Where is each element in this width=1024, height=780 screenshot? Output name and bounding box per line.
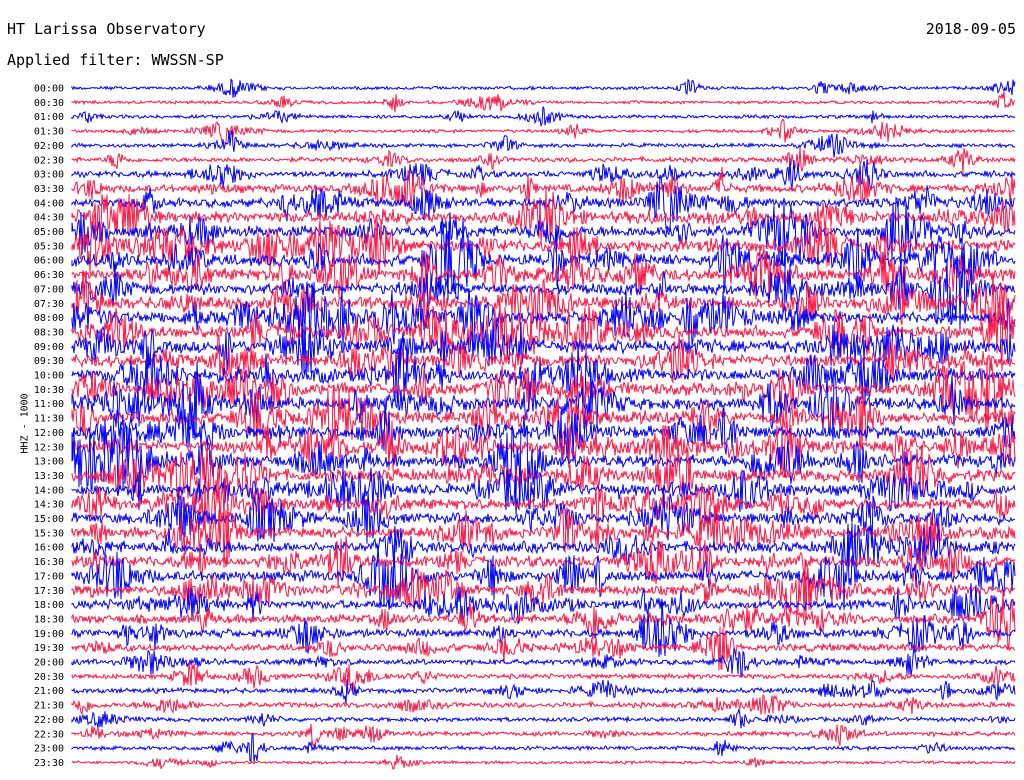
time-tick-label: 11:00 [34, 399, 64, 410]
time-tick-labels: 00:00 00:30 01:00 01:30 02:00 02:30 03:00 03:30… [34, 84, 64, 769]
time-tick-label: 00:00 [34, 84, 64, 95]
seismic-traces [72, 79, 1015, 769]
time-tick-label: 13:00 [34, 457, 64, 468]
time-tick-label: 21:30 [34, 701, 64, 712]
time-tick-label: 20:30 [34, 672, 64, 683]
time-tick-label: 05:00 [34, 227, 64, 238]
seismic-trace-row [72, 79, 1015, 97]
time-tick-label: 08:00 [34, 313, 64, 324]
time-tick-label: 03:00 [34, 170, 64, 181]
seismic-trace-row [72, 119, 1015, 143]
time-tick-label: 15:30 [34, 528, 64, 539]
time-tick-label: 06:00 [34, 256, 64, 267]
time-tick-label: 10:00 [34, 371, 64, 382]
time-tick-label: 14:00 [34, 485, 64, 496]
time-tick-label: 13:30 [34, 471, 64, 482]
time-tick-label: 12:00 [34, 428, 64, 439]
time-tick-label: 09:00 [34, 342, 64, 353]
time-tick-label: 18:30 [34, 614, 64, 625]
time-tick-label: 11:30 [34, 414, 64, 425]
time-tick-label: 07:30 [34, 299, 64, 310]
seismic-trace-row [72, 724, 1015, 747]
seismic-trace-row [72, 92, 1015, 113]
time-tick-label: 00:30 [34, 98, 64, 109]
seismic-trace-row [72, 107, 1015, 126]
time-tick-label: 04:30 [34, 213, 64, 224]
time-tick-label: 17:30 [34, 586, 64, 597]
time-tick-label: 14:30 [34, 500, 64, 511]
time-tick-label: 09:30 [34, 356, 64, 367]
time-tick-label: 06:30 [34, 270, 64, 281]
time-tick-label: 23:00 [34, 744, 64, 755]
seismic-trace-row [72, 385, 1015, 453]
time-tick-label: 15:00 [34, 514, 64, 525]
time-tick-label: 22:00 [34, 715, 64, 726]
time-tick-label: 12:30 [34, 442, 64, 453]
seismic-trace-row [72, 646, 1015, 678]
time-tick-label: 21:00 [34, 686, 64, 697]
time-tick-label: 16:00 [34, 543, 64, 554]
seismic-trace-row [72, 709, 1015, 729]
time-tick-label: 08:30 [34, 327, 64, 338]
time-tick-label: 02:00 [34, 141, 64, 152]
time-tick-label: 01:30 [34, 127, 64, 138]
seismic-trace-row [72, 695, 1015, 715]
time-tick-label: 22:30 [34, 729, 64, 740]
time-tick-label: 17:00 [34, 571, 64, 582]
seismic-trace-row [72, 662, 1015, 692]
time-tick-label: 01:00 [34, 112, 64, 123]
time-tick-label: 19:30 [34, 643, 64, 654]
time-tick-label: 07:00 [34, 284, 64, 295]
time-tick-label: 04:00 [34, 198, 64, 209]
seismic-trace-row [72, 147, 1015, 174]
time-tick-label: 19:00 [34, 629, 64, 640]
time-tick-label: 20:00 [34, 658, 64, 669]
seismic-trace-row [72, 491, 1015, 548]
seismic-trace-row [72, 755, 1015, 769]
seismic-trace-row [72, 734, 1015, 762]
time-tick-label: 05:30 [34, 241, 64, 252]
time-tick-label: 03:30 [34, 184, 64, 195]
seismic-trace-row [72, 559, 1015, 618]
time-tick-label: 23:30 [34, 758, 64, 769]
time-tick-label: 10:30 [34, 385, 64, 396]
time-tick-label: 02:30 [34, 155, 64, 166]
time-tick-label: 18:00 [34, 600, 64, 611]
seismic-trace-row [72, 679, 1015, 704]
time-tick-label: 16:30 [34, 557, 64, 568]
seismic-trace-row [72, 130, 1015, 158]
